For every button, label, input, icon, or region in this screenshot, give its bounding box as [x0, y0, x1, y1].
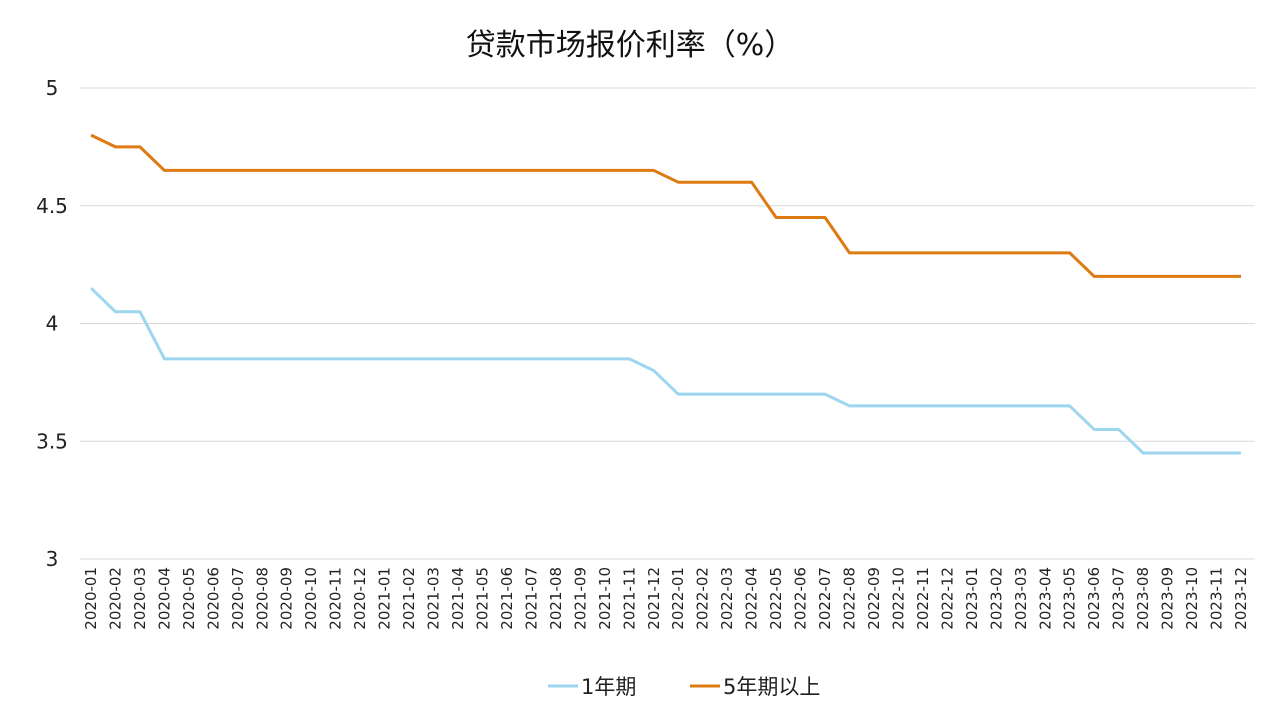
x-tick-label: 2020-09 — [278, 567, 296, 630]
x-tick-label: 2023-10 — [1183, 567, 1201, 630]
series-line-0 — [89, 287, 1241, 455]
x-tick-label: 2022-09 — [865, 567, 883, 630]
x-tick-label: 2021-08 — [547, 567, 565, 630]
x-tick-label: 2022-05 — [767, 567, 785, 630]
x-tick-label: 2020-01 — [82, 567, 100, 630]
x-tick-label: 2020-03 — [131, 567, 149, 630]
x-tick-label: 2022-07 — [816, 567, 834, 630]
chart-title: 贷款市场报价利率（%） — [466, 28, 795, 63]
x-tick-label: 2020-06 — [204, 567, 222, 630]
x-tick-label: 2023-02 — [987, 567, 1005, 630]
x-tick-label: 2022-02 — [694, 567, 712, 630]
gridlines — [80, 87, 1255, 560]
x-tick-label: 2020-07 — [229, 567, 247, 630]
legend-label: 5年期以上 — [723, 675, 820, 699]
legend: 1年期 5年期以上 — [548, 675, 820, 699]
x-tick-label: 2021-10 — [596, 567, 614, 630]
x-tick-label: 2023-06 — [1085, 567, 1103, 630]
x-tick-label: 2023-12 — [1232, 567, 1250, 630]
x-tick-label: 2023-05 — [1061, 567, 1079, 630]
series-lines — [89, 133, 1241, 455]
x-tick-label: 2021-02 — [400, 567, 418, 630]
x-tick-label: 2021-09 — [571, 567, 589, 630]
x-tick-label: 2023-09 — [1159, 567, 1177, 630]
x-axis-ticks: 2020-01 2020-02 2020-03 2020-04 2020-05 2020-… — [82, 567, 1250, 630]
x-tick-label: 2022-08 — [841, 567, 859, 630]
x-tick-label: 2022-06 — [792, 567, 810, 630]
x-tick-label: 2023-07 — [1110, 567, 1128, 630]
x-tick-label: 2021-07 — [522, 567, 540, 630]
x-tick-label: 2020-05 — [180, 567, 198, 630]
x-tick-label: 2022-12 — [938, 567, 956, 630]
x-tick-label: 2023-08 — [1134, 567, 1152, 630]
x-tick-label: 2021-12 — [645, 567, 663, 630]
x-tick-label: 2022-04 — [743, 567, 761, 630]
x-tick-label: 2020-02 — [106, 567, 124, 630]
x-tick-label: 2022-10 — [889, 567, 907, 630]
x-tick-label: 2020-10 — [302, 567, 320, 630]
x-tick-label: 2021-06 — [498, 567, 516, 630]
y-tick-label: 4.5 — [36, 194, 68, 218]
x-tick-label: 2022-11 — [914, 567, 932, 630]
x-tick-label: 2022-03 — [718, 567, 736, 630]
x-tick-label: 2022-01 — [669, 567, 687, 630]
x-tick-label: 2023-11 — [1208, 567, 1226, 630]
x-tick-label: 2020-08 — [253, 567, 271, 630]
x-tick-label: 2021-05 — [473, 567, 491, 630]
x-tick-label: 2021-03 — [425, 567, 443, 630]
y-tick-label: 4 — [46, 312, 59, 336]
series-line-1 — [90, 133, 1241, 278]
y-axis-ticks: 3 3.5 4 4.5 5 — [36, 76, 68, 571]
x-tick-label: 2020-11 — [327, 567, 345, 630]
x-tick-label: 2023-01 — [963, 567, 981, 630]
x-tick-label: 2020-04 — [155, 567, 173, 630]
x-tick-label: 2023-04 — [1036, 567, 1054, 630]
x-tick-label: 2020-12 — [351, 567, 369, 630]
legend-label: 1年期 — [581, 675, 636, 699]
y-tick-label: 3.5 — [36, 429, 68, 453]
x-tick-label: 2021-04 — [449, 567, 467, 630]
y-tick-label: 5 — [46, 76, 59, 100]
x-tick-label: 2021-01 — [376, 567, 394, 630]
x-tick-label: 2021-11 — [620, 567, 638, 630]
x-tick-label: 2023-03 — [1012, 567, 1030, 630]
y-tick-label: 3 — [46, 547, 59, 571]
